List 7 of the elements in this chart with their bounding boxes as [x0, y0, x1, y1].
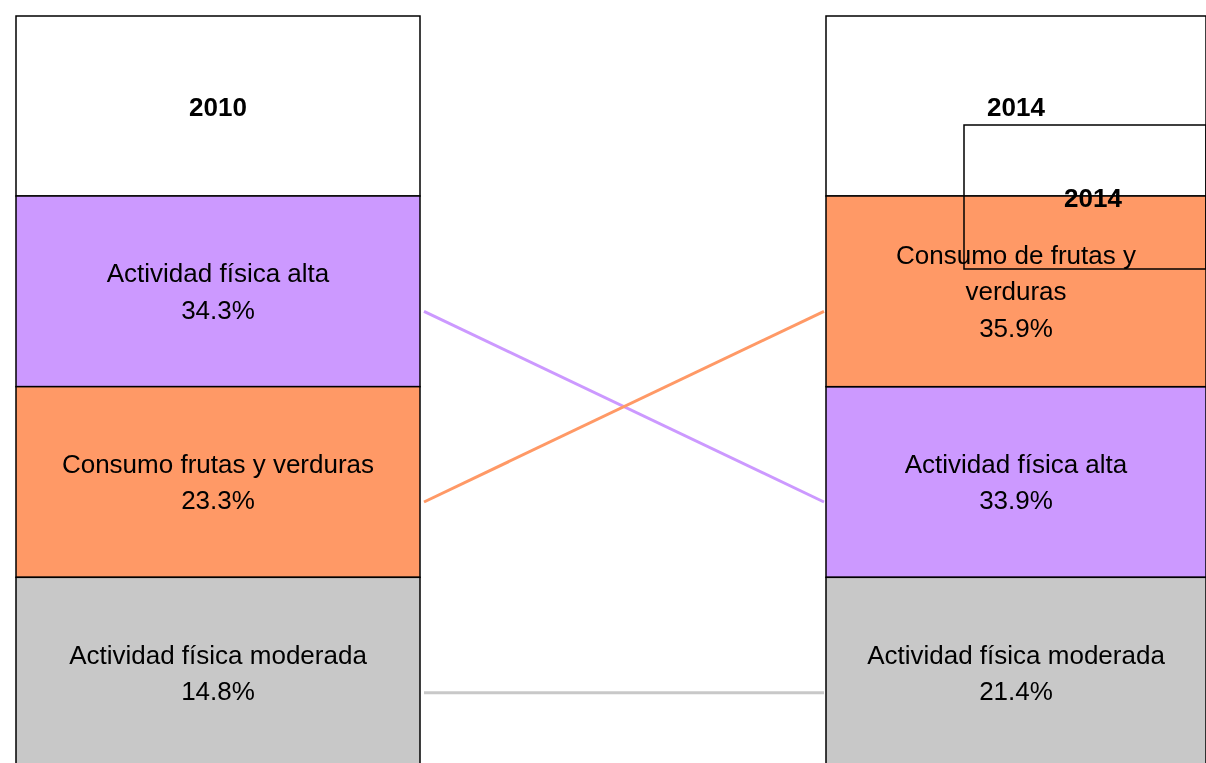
- data-label: Actividad física moderada 14.8%: [69, 639, 368, 706]
- data-label: Actividad física moderada 21.4%: [867, 639, 1166, 706]
- category-label: 2010: [189, 92, 247, 122]
- data-label: Actividad física alta 33.9%: [904, 448, 1128, 516]
- text: 2014: [987, 92, 1046, 122]
- data-label: Actividad física alta 34.3%: [106, 258, 330, 325]
- data-label: Consumo frutas y verduras 23.3%: [61, 448, 375, 516]
